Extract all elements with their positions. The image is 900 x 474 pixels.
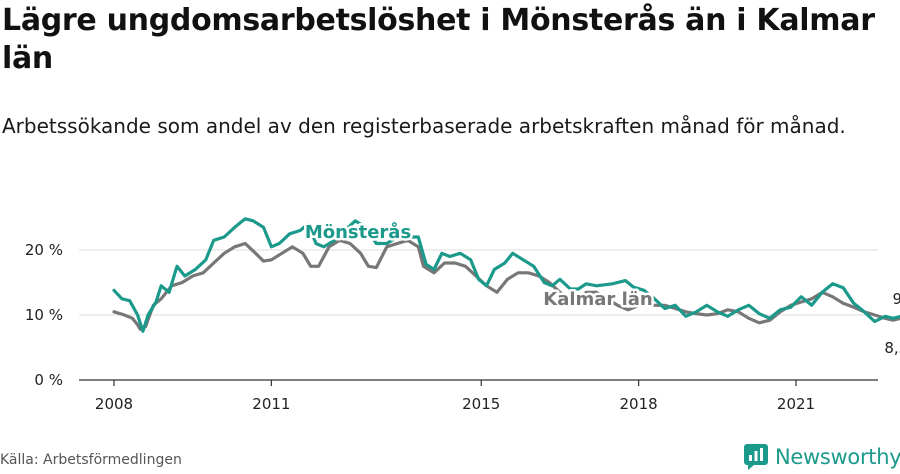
y-tick-label: 10 %	[25, 306, 63, 324]
x-tick-label: 2008	[95, 395, 133, 413]
series-label-kalmar-lan: Kalmar län	[543, 289, 652, 310]
series-line-monsteras	[112, 217, 900, 333]
x-axis: 2008 2011 2015 2018 2021	[79, 379, 878, 413]
series-line-kalmar-lan	[112, 238, 900, 331]
x-tick-label: 2018	[620, 395, 658, 413]
end-value-monsteras: 8,3 %	[884, 339, 900, 357]
chart-subtitle: Arbetssökande som andel av den registerb…	[2, 114, 846, 138]
x-tick-label: 2021	[777, 395, 815, 413]
x-tick-label: 2015	[462, 395, 500, 413]
gridlines: 0 % 10 % 20 %	[25, 241, 878, 389]
newsworthy-logo: Newsworthy	[744, 443, 900, 471]
brand-name: Newsworthy	[775, 445, 900, 469]
chart-title: Lägre ungdomsarbetslöshet i Mönsterås än…	[2, 3, 875, 76]
y-tick-label: 0 %	[34, 371, 63, 389]
series-lines	[112, 217, 900, 333]
x-tick-label: 2011	[252, 395, 290, 413]
source-note: Källa: Arbetsförmedlingen	[0, 452, 182, 468]
end-value-kalmar-lan: 9 %	[893, 290, 900, 308]
series-labels: 9 % 8,3 % Mönsterås Kalmar län	[302, 219, 900, 358]
series-label-monsteras: Mönsterås	[305, 221, 411, 243]
y-tick-label: 20 %	[25, 241, 63, 259]
newsworthy-logo-icon	[744, 444, 768, 470]
